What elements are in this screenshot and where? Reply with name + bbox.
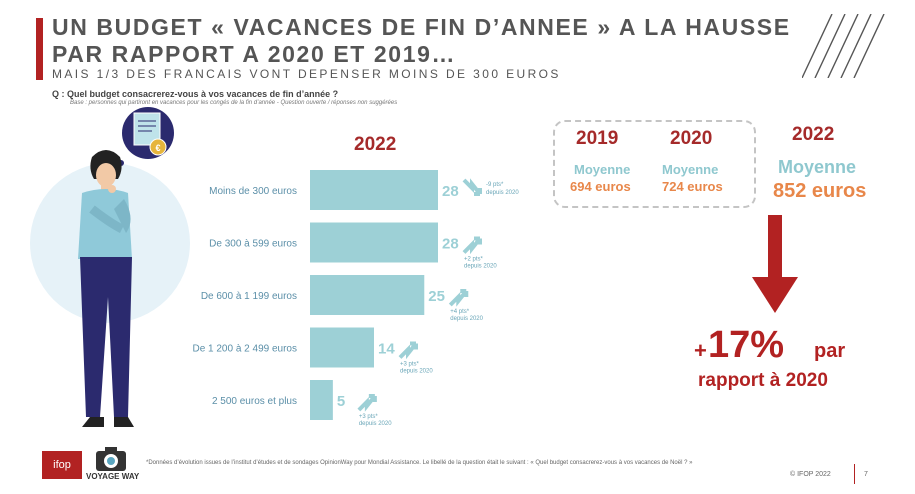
budget-bar-chart: 2022 Moins de 300 euros 28 -9 pts* depuis 2… xyxy=(170,120,565,440)
average-2020-value: 724 euros xyxy=(662,179,723,194)
down-arrow-icon xyxy=(752,215,798,313)
question-text: Q : Quel budget consacrerez-vous à vos v… xyxy=(52,89,339,99)
evolution-points: +3 pts* xyxy=(359,414,379,420)
trend-arrow-icon xyxy=(448,289,469,307)
evolution-since: depuis 2020 xyxy=(450,316,483,322)
trend-arrow-icon xyxy=(398,341,418,360)
evolution-points: +3 pts* xyxy=(400,362,420,368)
woman-illustration: € xyxy=(30,107,190,427)
trend-arrow-icon xyxy=(462,178,482,196)
average-2019-value: 694 euros xyxy=(570,179,631,194)
evolution-percentage: + 17% par xyxy=(694,324,854,369)
bar xyxy=(310,327,374,368)
ifop-logo: ifop xyxy=(42,451,82,479)
bar xyxy=(310,222,438,263)
camera-icon xyxy=(96,447,126,471)
bar xyxy=(310,380,333,420)
year-2019-label: 2019 xyxy=(576,128,619,149)
value-label: 25 xyxy=(428,288,445,305)
trend-arrow-icon xyxy=(357,394,377,412)
average-2022-label: Moyenne xyxy=(778,157,857,177)
euro-coin-icon: € xyxy=(149,138,167,156)
evolution-since: depuis 2020 xyxy=(464,264,497,270)
average-2020-label: Moyenne xyxy=(662,162,719,177)
category-label: De 600 à 1 199 euros xyxy=(201,291,297,302)
average-2022-value: 852 euros xyxy=(773,180,867,202)
evolution-text: rapport à 2020 xyxy=(698,370,828,391)
evolution-sign: + xyxy=(694,338,707,363)
evolution-par: par xyxy=(814,340,846,362)
year-2022-label: 2022 xyxy=(792,124,835,145)
evolution-value: 17% xyxy=(708,324,785,366)
evolution-points: +2 pts* xyxy=(464,257,484,263)
bar xyxy=(310,170,438,210)
page-number: 7 xyxy=(864,471,868,478)
trend-arrow-icon xyxy=(462,236,482,255)
bar-chart-svg: Moins de 300 euros 28 -9 pts* depuis 2020 De… xyxy=(192,170,519,427)
decorative-stripes-icon xyxy=(802,14,885,78)
base-text: Base : personnes qui partiront en vacanc… xyxy=(70,100,398,106)
evolution-since: depuis 2020 xyxy=(359,421,392,427)
evolution-since: depuis 2020 xyxy=(400,369,433,375)
category-label: Moins de 300 euros xyxy=(209,186,297,197)
page-subtitle: MAIS 1/3 DES FRANCAIS VONT DEPENSER MOIN… xyxy=(52,67,561,81)
value-label: 28 xyxy=(442,236,459,253)
copyright: © IFOP 2022 xyxy=(790,471,831,478)
year-2020-label: 2020 xyxy=(670,128,713,149)
category-label: 2 500 euros et plus xyxy=(212,396,297,407)
title-accent-bar xyxy=(36,18,43,80)
footnote: *Données d’évolution issues de l’institu… xyxy=(146,460,693,466)
page-title: UN BUDGET « VACANCES DE FIN D’ANNEE » A … xyxy=(52,14,791,67)
bar xyxy=(310,275,425,315)
page-divider xyxy=(854,464,855,484)
evolution-points: -9 pts* xyxy=(486,182,504,188)
category-label: De 1 200 à 2 499 euros xyxy=(192,344,297,355)
evolution-points: +4 pts* xyxy=(450,309,470,315)
category-label: De 300 à 599 euros xyxy=(209,239,297,250)
value-label: 28 xyxy=(442,183,459,200)
value-label: 14 xyxy=(378,341,395,358)
chart-year-title: 2022 xyxy=(354,134,397,155)
evolution-since: depuis 2020 xyxy=(486,190,519,196)
average-2019-label: Moyenne xyxy=(574,162,631,177)
voyage-way-logo: VOYAGE WAY xyxy=(86,472,140,481)
svg-text:€: € xyxy=(155,143,160,153)
value-label: 5 xyxy=(337,393,345,410)
previous-years-box xyxy=(553,120,756,208)
